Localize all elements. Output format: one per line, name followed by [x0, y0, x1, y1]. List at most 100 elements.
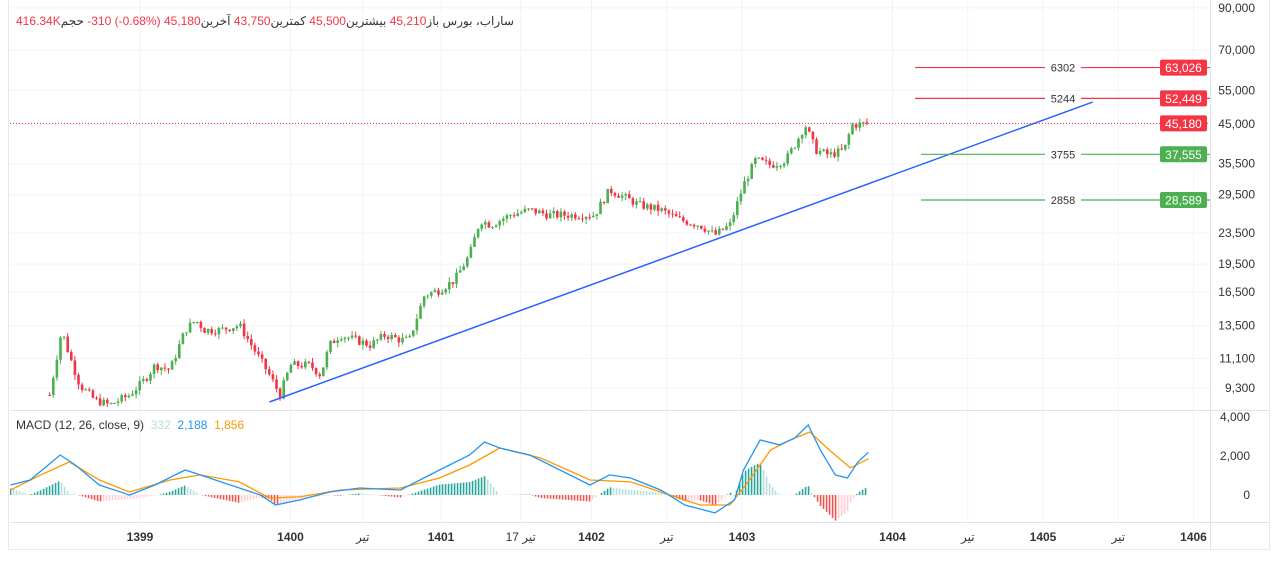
candle-body [631, 198, 635, 205]
candle-body [314, 368, 318, 375]
trendline[interactable] [269, 101, 1093, 403]
candle-body [221, 327, 224, 329]
candle-body [311, 362, 314, 369]
symbol-name: ساراب، بورس [442, 14, 514, 28]
candle-body [451, 282, 455, 284]
candle-body [332, 340, 336, 344]
candle-body [109, 403, 113, 405]
candle-body [268, 369, 271, 375]
candle-body [667, 210, 671, 214]
candle-body [462, 266, 465, 271]
candle-body [736, 201, 739, 216]
candle-body [671, 213, 674, 215]
macd-pane [10, 423, 869, 521]
chart-frame [8, 0, 1270, 550]
candle-body [448, 282, 451, 290]
candle-body [84, 389, 87, 391]
time-tick-label: تیر [960, 530, 975, 544]
candle-body [228, 329, 231, 332]
candle-body [743, 181, 746, 194]
candle-body [91, 390, 95, 398]
candle-body [113, 403, 116, 405]
last-label: آخرین [200, 14, 231, 28]
candle-body [250, 338, 253, 346]
candle-body [131, 394, 134, 396]
candle-body [444, 289, 447, 293]
candle-body [840, 148, 843, 150]
time-tick-label: تیر [355, 530, 370, 544]
price-tick-label: 45,000 [1218, 117, 1255, 131]
candle-body [426, 295, 429, 297]
candle-body [98, 398, 102, 406]
signal-value: 1,856 [214, 418, 245, 432]
candle-body [653, 204, 656, 210]
candle-body [721, 228, 725, 230]
candle-body [390, 334, 393, 339]
candle-body [505, 215, 509, 219]
candle-body [152, 364, 156, 374]
candle-body [858, 122, 861, 128]
candle-body [793, 147, 797, 149]
candle-body [52, 377, 55, 396]
candle-body [480, 224, 483, 229]
candle-body [570, 214, 573, 218]
candle-body [613, 193, 617, 196]
candle-body [610, 188, 613, 194]
candle-body [563, 211, 566, 216]
candle-body [210, 329, 213, 334]
candle-body [556, 211, 559, 218]
candle-body [134, 390, 138, 395]
candle-body [66, 336, 69, 353]
time-tick-label: 17 تیر [506, 530, 536, 544]
candle-body [746, 178, 750, 182]
candle-body [304, 361, 307, 368]
candle-body [775, 166, 779, 168]
candle-body [642, 201, 645, 209]
volume-label: حجم [60, 14, 84, 28]
level-note-bg [1045, 60, 1081, 75]
candle-body [62, 336, 66, 338]
candle-body [188, 322, 192, 333]
candle-body [797, 138, 800, 148]
candle-body [595, 214, 599, 216]
candle-body [768, 160, 771, 165]
price-tick-label: 70,000 [1218, 43, 1255, 57]
last-price-label: 45,180 [1165, 117, 1202, 131]
candle-body [300, 366, 303, 368]
price-tick-label: 29,500 [1218, 188, 1255, 202]
level-price-badge [1160, 191, 1207, 208]
candle-body [484, 222, 487, 225]
candle-body [674, 213, 678, 217]
macd-title: MACD (12, 26, close, 9) [16, 418, 145, 432]
candle-body [203, 328, 206, 333]
candle-body [214, 333, 217, 335]
price-tick-label: 23,500 [1218, 226, 1255, 240]
candle-body [566, 215, 570, 218]
candle-body [394, 334, 397, 338]
candle-body [833, 152, 836, 157]
candle-body [811, 131, 815, 140]
candle-body [232, 328, 235, 332]
candle-body [120, 395, 123, 402]
candle-body [516, 213, 519, 217]
candle-body [138, 380, 141, 391]
candle-body [620, 195, 624, 198]
price-tick-label: 9,300 [1225, 381, 1255, 395]
candle-body [757, 157, 761, 159]
candle-body [142, 379, 145, 381]
candle-body [73, 360, 77, 375]
candle-body [739, 193, 743, 202]
candle-body [458, 270, 462, 273]
candle-body [242, 323, 246, 337]
candle-body [725, 226, 728, 230]
level-price-badge [1160, 59, 1207, 76]
candle-body [368, 345, 372, 348]
candle-body [854, 124, 858, 128]
candle-body [772, 164, 775, 168]
macd-tick-label: 2,000 [1220, 449, 1250, 463]
candle-body [682, 217, 685, 222]
level-price-label: 63,026 [1165, 61, 1202, 75]
candle-body [55, 359, 59, 378]
candle-body [322, 367, 325, 377]
